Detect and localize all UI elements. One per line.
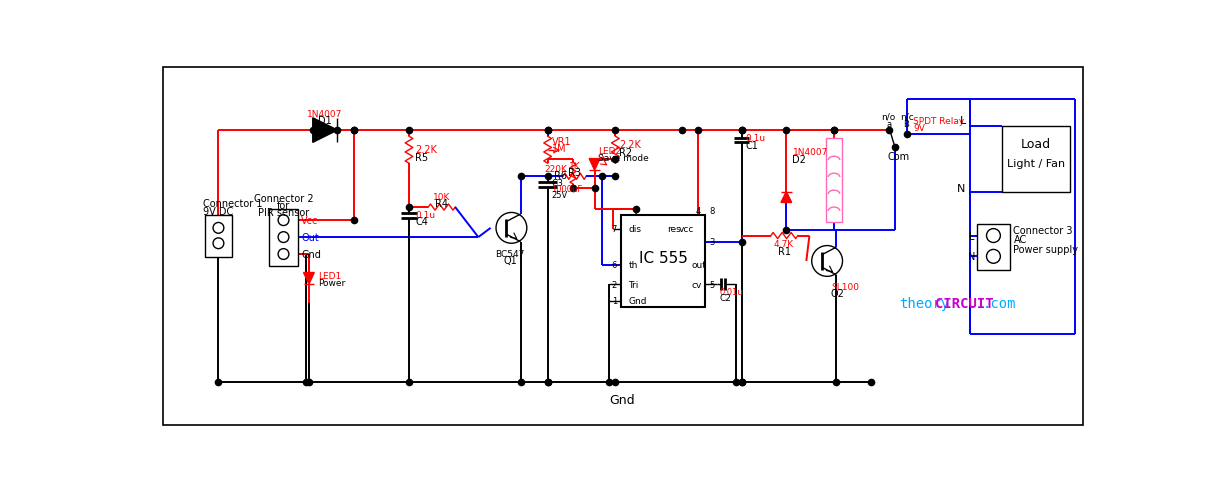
Text: 9V: 9V [914,124,926,133]
Text: Tri: Tri [628,280,639,289]
Text: 4: 4 [695,207,700,216]
Text: R4: R4 [435,199,448,209]
Text: 2.2K: 2.2K [620,140,642,150]
Text: VR1: VR1 [552,137,571,146]
Text: cv: cv [691,280,702,289]
Bar [205,215,232,258]
Text: 6: 6 [611,261,617,270]
Text: n/c: n/c [900,112,914,122]
Text: R1: R1 [778,246,791,256]
Bar [269,209,298,267]
Text: Power supply: Power supply [1013,244,1079,254]
Text: Out: Out [301,233,320,243]
Text: 1M: 1M [552,143,566,153]
Text: C3: C3 [552,179,564,187]
Text: 0.1u: 0.1u [416,211,435,220]
Text: Gnd: Gnd [628,297,646,306]
Text: Connector 3: Connector 3 [1013,225,1073,236]
Text: Power: Power [318,279,345,287]
Text: LED2: LED2 [598,147,621,156]
Text: 4.7K: 4.7K [774,239,795,248]
Bar [826,139,842,223]
Text: Com: Com [888,152,910,162]
Text: C2: C2 [719,294,731,303]
Text: 7: 7 [611,224,617,234]
Text: 1: 1 [611,297,617,306]
Text: for: for [277,201,290,210]
Text: L: L [970,231,974,241]
Text: Gnd: Gnd [301,249,321,260]
Text: out: out [691,261,706,270]
Text: CIRCUIT: CIRCUIT [934,297,994,311]
Bar [977,224,1010,271]
Text: Load: Load [1021,138,1051,151]
Bar [621,215,706,307]
Text: n/o: n/o [882,112,895,122]
Text: D1: D1 [318,116,332,126]
Text: 25V: 25V [552,191,567,200]
Text: 5: 5 [710,280,714,289]
Text: N: N [957,183,966,193]
Text: 10K: 10K [433,192,450,202]
Text: LED1: LED1 [318,271,341,281]
Text: 9V DC: 9V DC [203,206,233,217]
Text: IC 555: IC 555 [639,250,688,265]
Text: AC: AC [1013,235,1027,245]
Polygon shape [781,192,792,203]
Text: R3: R3 [569,168,581,178]
Text: 1K: 1K [569,162,581,171]
Text: vcc: vcc [678,224,694,234]
Polygon shape [589,159,600,171]
Text: Connector 1: Connector 1 [203,199,262,209]
Text: Light / Fan: Light / Fan [1007,159,1064,168]
Text: 1N4007: 1N4007 [792,148,827,157]
Text: R2: R2 [620,147,632,157]
Text: SL100: SL100 [831,282,859,291]
Text: D2: D2 [792,155,807,165]
Polygon shape [312,119,338,143]
Text: BC547: BC547 [496,249,525,258]
Text: PIR sensor: PIR sensor [258,207,309,217]
Text: Connector 2: Connector 2 [254,193,313,203]
Text: R6: R6 [554,171,567,181]
Text: a: a [886,120,892,129]
Text: C4: C4 [416,217,428,226]
Text: Vcc: Vcc [301,216,318,225]
Bar [1002,127,1069,192]
Text: Q2: Q2 [831,289,844,299]
Text: .com: .com [983,297,1016,311]
Text: Gnd: Gnd [610,393,635,406]
Text: th: th [628,261,638,270]
Text: Q1: Q1 [503,256,516,265]
Text: 1N4007: 1N4007 [307,109,343,119]
Text: 0.01u: 0.01u [719,287,744,297]
Text: res: res [667,224,680,234]
Text: 220K: 220K [544,165,567,174]
Text: 3: 3 [710,238,714,247]
Polygon shape [304,273,315,285]
Text: 8: 8 [710,207,714,216]
Text: 2.2K: 2.2K [416,145,437,155]
Text: L: L [960,116,966,126]
Text: theory: theory [899,297,950,311]
Text: 2: 2 [611,280,617,289]
Text: B: B [903,120,909,129]
Text: 1000uF: 1000uF [552,184,583,194]
Text: dis: dis [628,224,642,234]
Text: 0.1u: 0.1u [746,134,765,143]
Text: R5: R5 [416,153,429,163]
Text: SPDT Relay: SPDT Relay [914,117,965,126]
Text: C1: C1 [746,141,758,150]
Text: N: N [967,252,974,262]
Text: Save mode: Save mode [598,153,649,162]
